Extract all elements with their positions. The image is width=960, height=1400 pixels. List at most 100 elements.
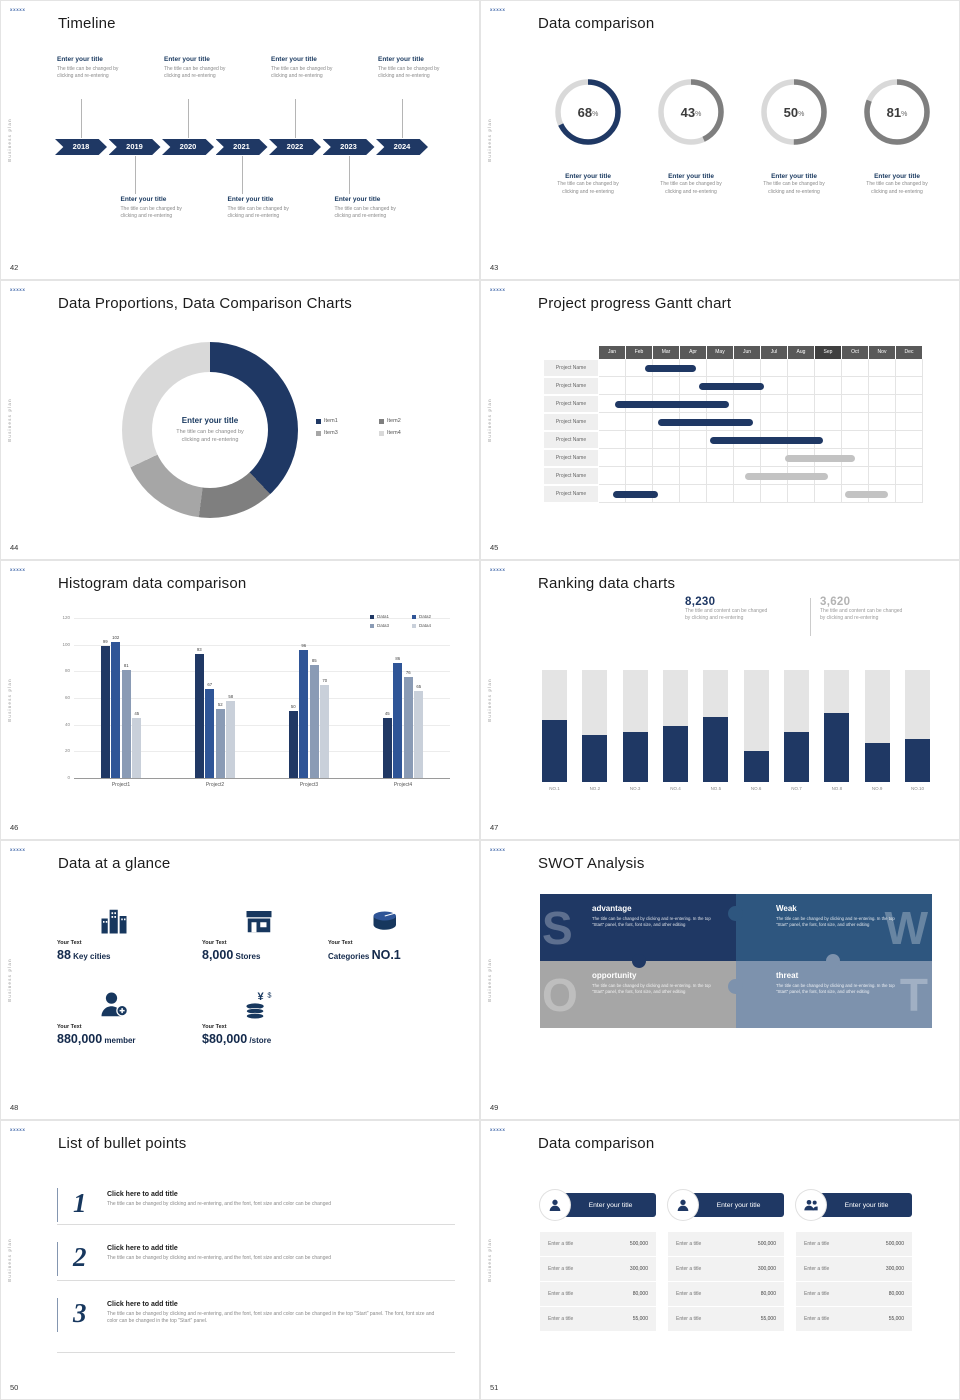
slide-logo: xxxxx: [10, 847, 26, 852]
donut-center-desc: The title can be changed by: [176, 429, 244, 435]
slide-title: Data comparison: [538, 15, 655, 32]
glance-value: 88 Key cities: [57, 948, 111, 962]
bar-label: NO.1: [549, 786, 560, 791]
x-axis-label: Project4: [393, 782, 413, 788]
gantt-month-header: Dec: [896, 346, 922, 359]
legend-label: Data1: [377, 614, 390, 619]
legend-item: Data1: [370, 614, 408, 619]
bar-label: NO.2: [589, 786, 601, 791]
bar-value-label: 45: [134, 711, 140, 716]
stat-value: 3,620: [820, 596, 851, 608]
gantt-bar: [785, 454, 856, 462]
entry-desc: clicking and re-entering: [378, 73, 430, 79]
store-icon: [244, 906, 280, 938]
slide-title: Project progress Gantt chart: [538, 295, 732, 312]
slide-44-data-proportions[interactable]: Data Proportions, Data Comparison Charts…: [0, 280, 480, 560]
swot-block-weak: W Weak The title can be changed by clickin…: [736, 894, 932, 961]
bar-fill: [582, 734, 608, 782]
slide-43-data-comparison[interactable]: Data comparison 68% Enter your title The t…: [480, 0, 960, 280]
bullet-number: 1: [73, 1188, 87, 1218]
bullet-list-area: 1 Click here to add title The title can be…: [0, 1120, 480, 1400]
swot-block-title: opportunity: [592, 971, 637, 980]
data-card: Enter your title Enter a title 500,000 Ente…: [540, 1190, 656, 1340]
bar-fill: [905, 739, 930, 782]
person-icon: [675, 1197, 691, 1213]
y-axis-tick: 100: [62, 641, 70, 647]
bullet-item: 1 Click here to add title The title can be…: [57, 1188, 455, 1222]
slide-logo: xxxxx: [10, 567, 26, 572]
timeline-year-marker: 2018: [55, 139, 107, 155]
swot-block-desc: The title can be changed by clicking and…: [776, 983, 895, 994]
bar-label: NO.9: [871, 786, 883, 791]
gantt-month-header: Nov: [869, 346, 895, 359]
slide-47-ranking[interactable]: Ranking data charts 8,230 The title and c…: [480, 560, 960, 840]
ring-caption-desc: The title can be changed by: [866, 181, 928, 187]
bar-value-label: 81: [123, 663, 129, 668]
ring-caption-title: Enter your title: [874, 173, 920, 180]
slide-logo: xxxxx: [490, 7, 506, 12]
legend-label: Data4: [419, 623, 432, 628]
bullet-rule-left: [57, 1188, 58, 1222]
bullet-number: 3: [73, 1298, 87, 1328]
x-axis-label: Project1: [111, 782, 131, 788]
glance-item: Your Text 880,000 member: [57, 990, 197, 1046]
slide-46-histogram[interactable]: Histogram data comparison 0 20 40 60 80 100 12…: [0, 560, 480, 840]
ranking-stats: 8,230 The title and content can be change…: [685, 596, 941, 636]
bar-fill: [824, 712, 850, 782]
card-data-row: Enter a title 80,000: [540, 1282, 656, 1307]
histogram-bar: [320, 684, 330, 778]
row-value: 80,000: [760, 1291, 776, 1297]
legend-item: Data3: [370, 623, 408, 628]
timeline-year-marker: 2021: [215, 139, 268, 155]
bar-value-label: 85: [311, 657, 317, 663]
slide-50-bullet-points[interactable]: List of bullet points 1 Click here to add…: [0, 1120, 480, 1400]
bar-value-label: 96: [301, 643, 307, 648]
slide-logo: xxxxx: [10, 1127, 26, 1132]
stat-block: 3,620 The title and content can be change…: [820, 596, 936, 636]
timeline-year-marker: 2024: [376, 139, 428, 155]
puzzle-tab: [632, 954, 646, 968]
entry-title: Enter your title: [57, 56, 103, 63]
ring-chart: [864, 79, 930, 145]
histogram-bar: [215, 708, 225, 778]
gantt-row-label: Project Name: [544, 486, 598, 502]
gantt-month-header: Apr: [680, 346, 706, 359]
x-axis-line: [74, 778, 450, 779]
slide-title: SWOT Analysis: [538, 855, 645, 872]
row-value: 55,000: [760, 1316, 776, 1322]
swot-letter: S: [542, 901, 573, 954]
row-value: 500,000: [885, 1241, 904, 1247]
gridline: [74, 671, 450, 673]
gantt-grid: [599, 359, 923, 503]
stat-block: 8,230 The title and content can be change…: [685, 596, 801, 636]
bar-value-label: 52: [217, 701, 223, 707]
legend-label: Item3: [324, 430, 338, 436]
slide-number: 46: [10, 823, 19, 832]
card-body: Enter a title 500,000 Enter a title 300,000…: [668, 1232, 784, 1332]
card-data-row: Enter a title 55,000: [796, 1307, 912, 1332]
legend-item: Item2: [379, 418, 436, 424]
bar-value-label: 99: [102, 639, 108, 644]
slide-42-timeline[interactable]: Timeline 2018 2019 2020 2021 2022 2023 2024 Ent…: [0, 0, 480, 280]
bullet-rule-left: [57, 1242, 58, 1276]
card-header: Enter your title: [809, 1193, 912, 1217]
glance-item: Your Text 88 Key cities: [57, 906, 197, 962]
bar-fill: [784, 731, 809, 782]
ring-caption-desc: clicking and re-entering: [871, 189, 923, 195]
slide-51-data-comparison-cards[interactable]: Data comparison Enter your title Enter a …: [480, 1120, 960, 1400]
card-data-row: Enter a title 500,000: [540, 1232, 656, 1257]
swot-block-desc: The title can be changed by clicking and…: [776, 916, 895, 927]
slide-number: 47: [490, 823, 499, 832]
card-data-row: Enter a title 80,000: [796, 1282, 912, 1307]
slide-45-gantt-chart[interactable]: Project progress Gantt chart Jan Feb Mar Ap…: [480, 280, 960, 560]
legend-label: Data2: [419, 614, 432, 619]
card-header: Enter your title: [681, 1193, 784, 1217]
card-data-row: Enter a title 300,000: [540, 1257, 656, 1282]
histogram-bar: [309, 664, 319, 778]
slide-48-data-at-a-glance[interactable]: Data at a glance Your Text 88 Key cities Y…: [0, 840, 480, 1120]
row-label: Enter a title: [548, 1316, 574, 1322]
card-title: Enter your title: [716, 1201, 761, 1209]
